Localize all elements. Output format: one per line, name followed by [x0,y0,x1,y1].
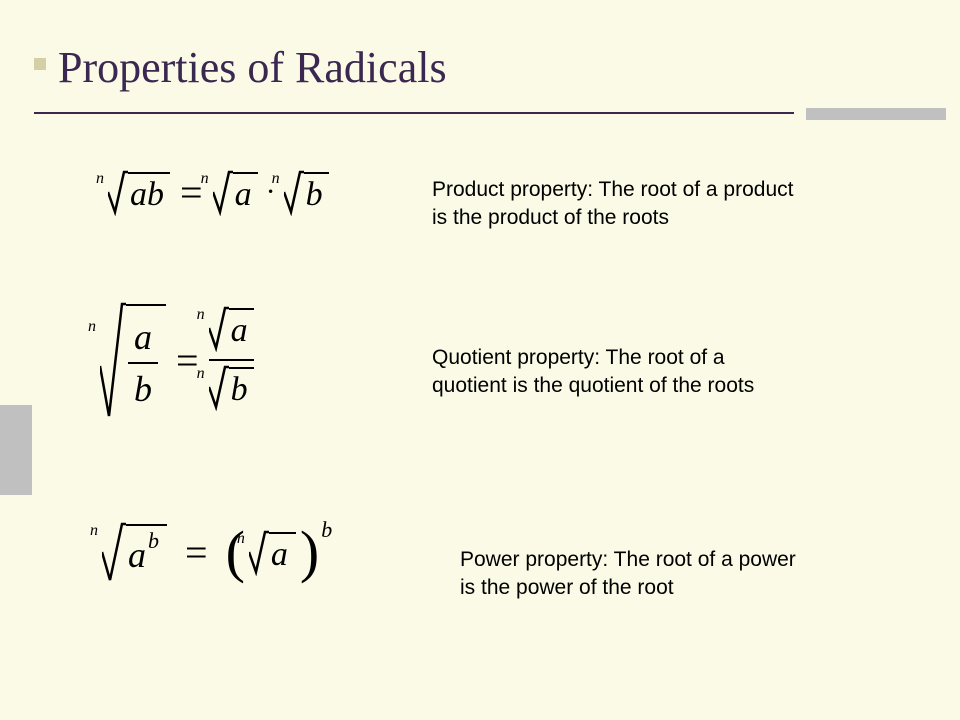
radical-ab: n ab [108,168,170,216]
radical-a-to-b: n ab [102,520,167,584]
index-n: n [201,170,209,188]
description-product: Product property: The root of a product … [432,176,802,233]
formula-product: n ab = n a · n b [108,168,329,216]
index-n: n [272,170,280,188]
dot-operator: · [258,175,284,209]
radicand-b: b [229,367,254,411]
index-n: n [90,522,98,540]
title-rule [34,112,794,114]
formula-quotient: n a b = n a n b [100,300,254,420]
radical-b: n b [209,363,254,411]
index-n: n [197,306,205,324]
exponent-b: b [321,517,332,543]
radicand-ab: ab [128,172,170,216]
radicand-a: a [269,532,296,576]
index-n: n [237,530,245,548]
radical-a: n a [249,528,296,576]
radical-b: n b [284,168,329,216]
fraction-ab: a b [128,312,158,415]
index-n: n [96,170,104,188]
denominator-b: b [128,364,158,414]
base-a: a [128,534,146,576]
index-n: n [197,365,205,383]
paren-close: ) [300,529,319,575]
equals-sign: = [167,529,226,576]
title-bullet [34,58,46,70]
radicand-a: a [233,172,258,216]
radicand-a: a [229,308,254,352]
description-quotient: Quotient property: The root of a quotien… [432,344,762,401]
radical-a: n a [209,304,254,352]
fraction-of-radicals: n a n b [209,304,254,417]
page-title: Properties of Radicals [58,42,447,93]
radicand-b: b [304,172,329,216]
numerator-a: a [128,312,158,362]
index-n: n [88,318,96,336]
formula-power: n ab = ( n a ) b [102,520,330,584]
description-power: Power property: The root of a power is t… [460,546,800,603]
accent-bar-top [806,108,946,120]
exponent-b: b [148,528,159,554]
radical-a: n a [213,168,258,216]
accent-bar-left [0,405,32,495]
radical-a-over-b: n a b [100,300,166,420]
